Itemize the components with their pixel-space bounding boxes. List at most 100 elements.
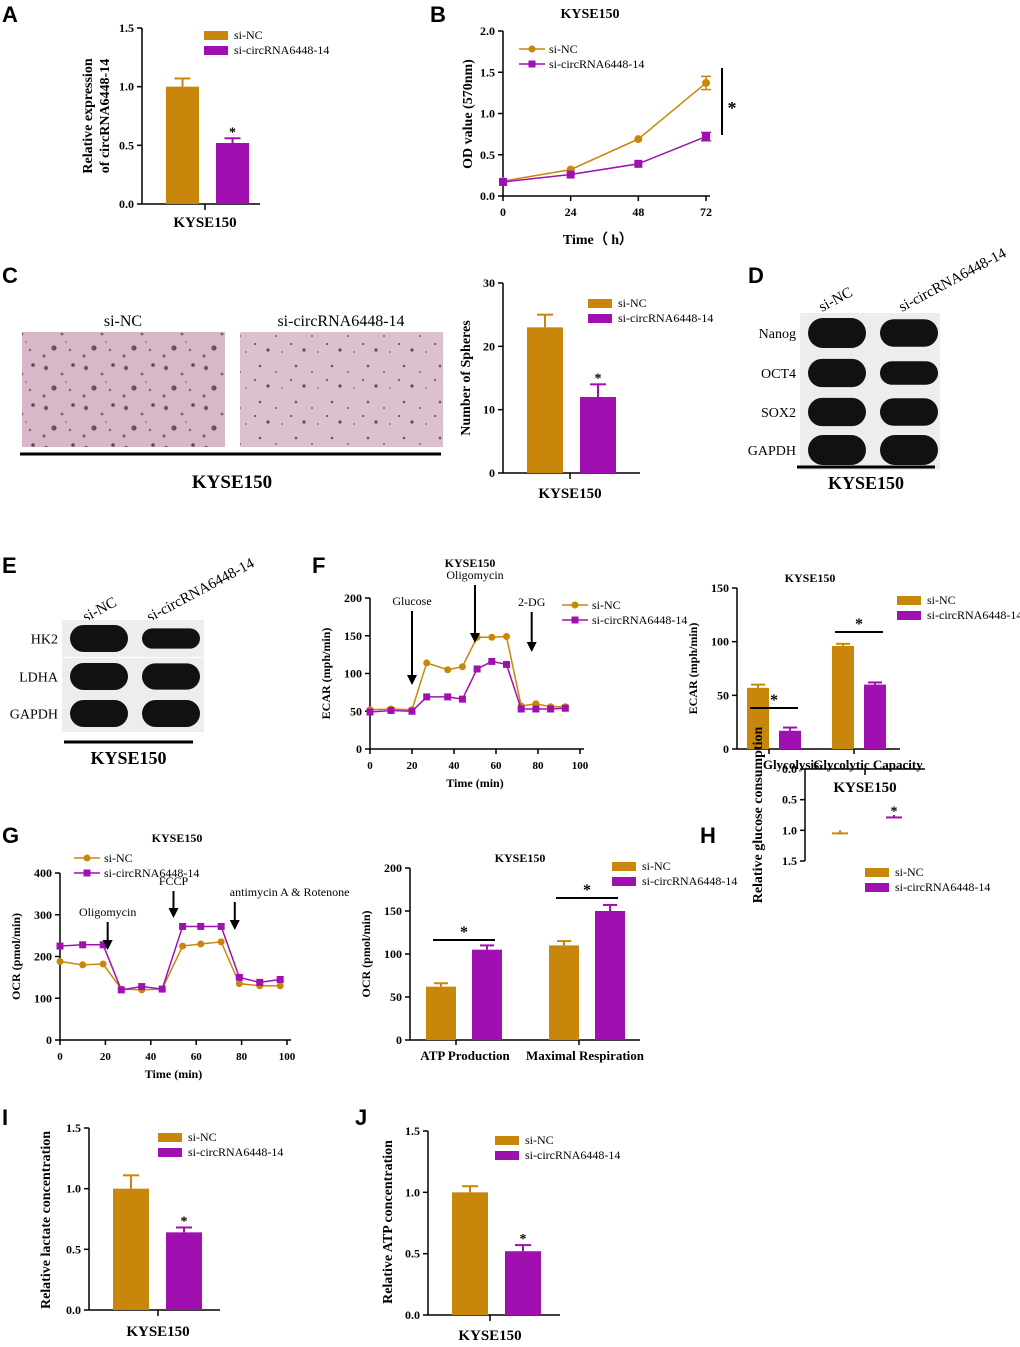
legend-swatch [897, 596, 921, 605]
legend-swatch [495, 1136, 519, 1145]
data-point [503, 633, 510, 641]
chart-b: 0.0 0.5 1.0 1.5 2.0 0 24 48 72 * KYSE150 Time（ h） OD… [461, 7, 737, 248]
band-hk2 [142, 628, 200, 649]
band-gapdh [880, 435, 938, 465]
injection-arrowhead [102, 940, 113, 950]
legend-label: si-circRNA6448-14 [525, 1148, 620, 1162]
x-tick-label: 100 [279, 1051, 296, 1063]
band-nanog [808, 318, 866, 348]
data-point [423, 693, 431, 701]
bar-si-nc [113, 1188, 149, 1310]
band-sox2 [880, 398, 938, 426]
data-point [408, 707, 416, 715]
y-tick-label: 0.0 [66, 1303, 81, 1317]
sphere-image-si-circrna [240, 332, 443, 447]
x-tick-label: 48 [632, 205, 644, 219]
x-tick-label: 100 [572, 760, 589, 772]
x-tick-label: 0 [57, 1051, 63, 1063]
x-axis-label: Time (min) [145, 1067, 202, 1081]
data-point [56, 942, 64, 950]
lane-label: si-circRNA6448-14 [144, 555, 257, 625]
data-point [56, 958, 64, 966]
legend-label: si-NC [618, 296, 647, 310]
legend-label: si-NC [525, 1133, 554, 1147]
data-point [366, 708, 374, 716]
bar-si-nc [747, 687, 769, 749]
y-tick-label: 0 [723, 742, 729, 756]
band-gapdh [808, 435, 866, 465]
y-tick-label: 100 [711, 635, 729, 649]
bar-si-circrna6448-14 [505, 1251, 541, 1315]
x-tick-label: 60 [191, 1051, 203, 1063]
legend-swatch [495, 1151, 519, 1160]
x-tick-label: 80 [236, 1051, 248, 1063]
x-axis-label: KYSE150 [126, 1324, 189, 1340]
band-label: OCT4 [761, 367, 796, 382]
series-line-1 [59, 925, 281, 991]
legend-swatch [588, 314, 612, 323]
band-nanog [880, 319, 938, 347]
significance-star: * [855, 616, 863, 633]
data-point [235, 980, 243, 988]
band-label: Nanog [759, 327, 796, 342]
data-point [276, 975, 284, 983]
y-tick-label: 1.0 [119, 80, 134, 94]
x-tick-label: 40 [449, 760, 461, 772]
band-hk2 [70, 625, 128, 652]
data-point [179, 942, 187, 950]
legend-marker [528, 60, 536, 68]
data-point [117, 986, 125, 994]
bar-si-nc [166, 86, 199, 204]
legend-label: si-circRNA6448-14 [234, 43, 329, 57]
y-tick-label: 200 [34, 950, 52, 964]
injection-arrowhead [526, 642, 537, 652]
chart-g-ocr-trace: 0 100 200 300 400 0 20 40 60 80 100 Oligomycin FCCP a… [9, 831, 349, 1081]
legend-label: si-circRNA6448-14 [104, 866, 199, 880]
chart-title: KYSE150 [785, 571, 836, 585]
x-tick-label: 72 [700, 205, 712, 219]
legend-label: si-NC [927, 593, 956, 607]
y-axis-label: Number of Spheres [459, 320, 474, 436]
series-line-1 [502, 135, 707, 183]
panel-letter-j: J [355, 1105, 367, 1130]
data-point [423, 659, 431, 667]
data-point [158, 985, 166, 993]
legend-swatch [158, 1133, 182, 1142]
legend-marker [571, 616, 579, 624]
data-point [473, 665, 481, 673]
significance-star: * [181, 1214, 188, 1229]
series-line-0 [502, 82, 707, 182]
y-tick-label: 1.5 [480, 65, 495, 79]
y-tick-label: 1.5 [782, 854, 797, 868]
injection-label: FCCP [159, 874, 189, 888]
band-oct4 [880, 361, 938, 385]
panel-letter-f: F [312, 553, 325, 578]
legend-swatch [612, 877, 636, 886]
x-category-label: ATP Production [420, 1048, 510, 1063]
bar-si-nc [527, 327, 563, 473]
band-label: SOX2 [761, 406, 796, 421]
x-tick-label: 0 [500, 205, 506, 219]
data-point [256, 978, 264, 986]
x-axis-label: Time (min) [446, 776, 503, 790]
data-point [532, 700, 540, 708]
data-point [79, 941, 87, 949]
data-point [634, 159, 643, 168]
legend-label: si-NC [592, 598, 621, 612]
data-point [517, 705, 525, 713]
y-tick-label: 150 [711, 581, 729, 595]
injection-label: 2-DG [518, 595, 546, 609]
y-axis-label: Relative ATP concentration [381, 1140, 396, 1304]
chart-f-ecar-trace: 0 50 100 150 200 0 20 40 60 80 100 Glucose Oligomyci… [319, 556, 687, 790]
injection-label: antimycin A & Rotenone [230, 885, 350, 899]
significance-star: * [520, 1232, 527, 1247]
y-tick-label: 0 [46, 1033, 52, 1047]
sphere-image-si-nc [22, 332, 225, 447]
injection-arrowhead [168, 908, 179, 918]
y-axis-label-line2: of circRNA6448-14 [98, 59, 113, 173]
data-point [99, 960, 107, 968]
data-point [561, 704, 569, 712]
band-label: LDHA [19, 671, 59, 686]
